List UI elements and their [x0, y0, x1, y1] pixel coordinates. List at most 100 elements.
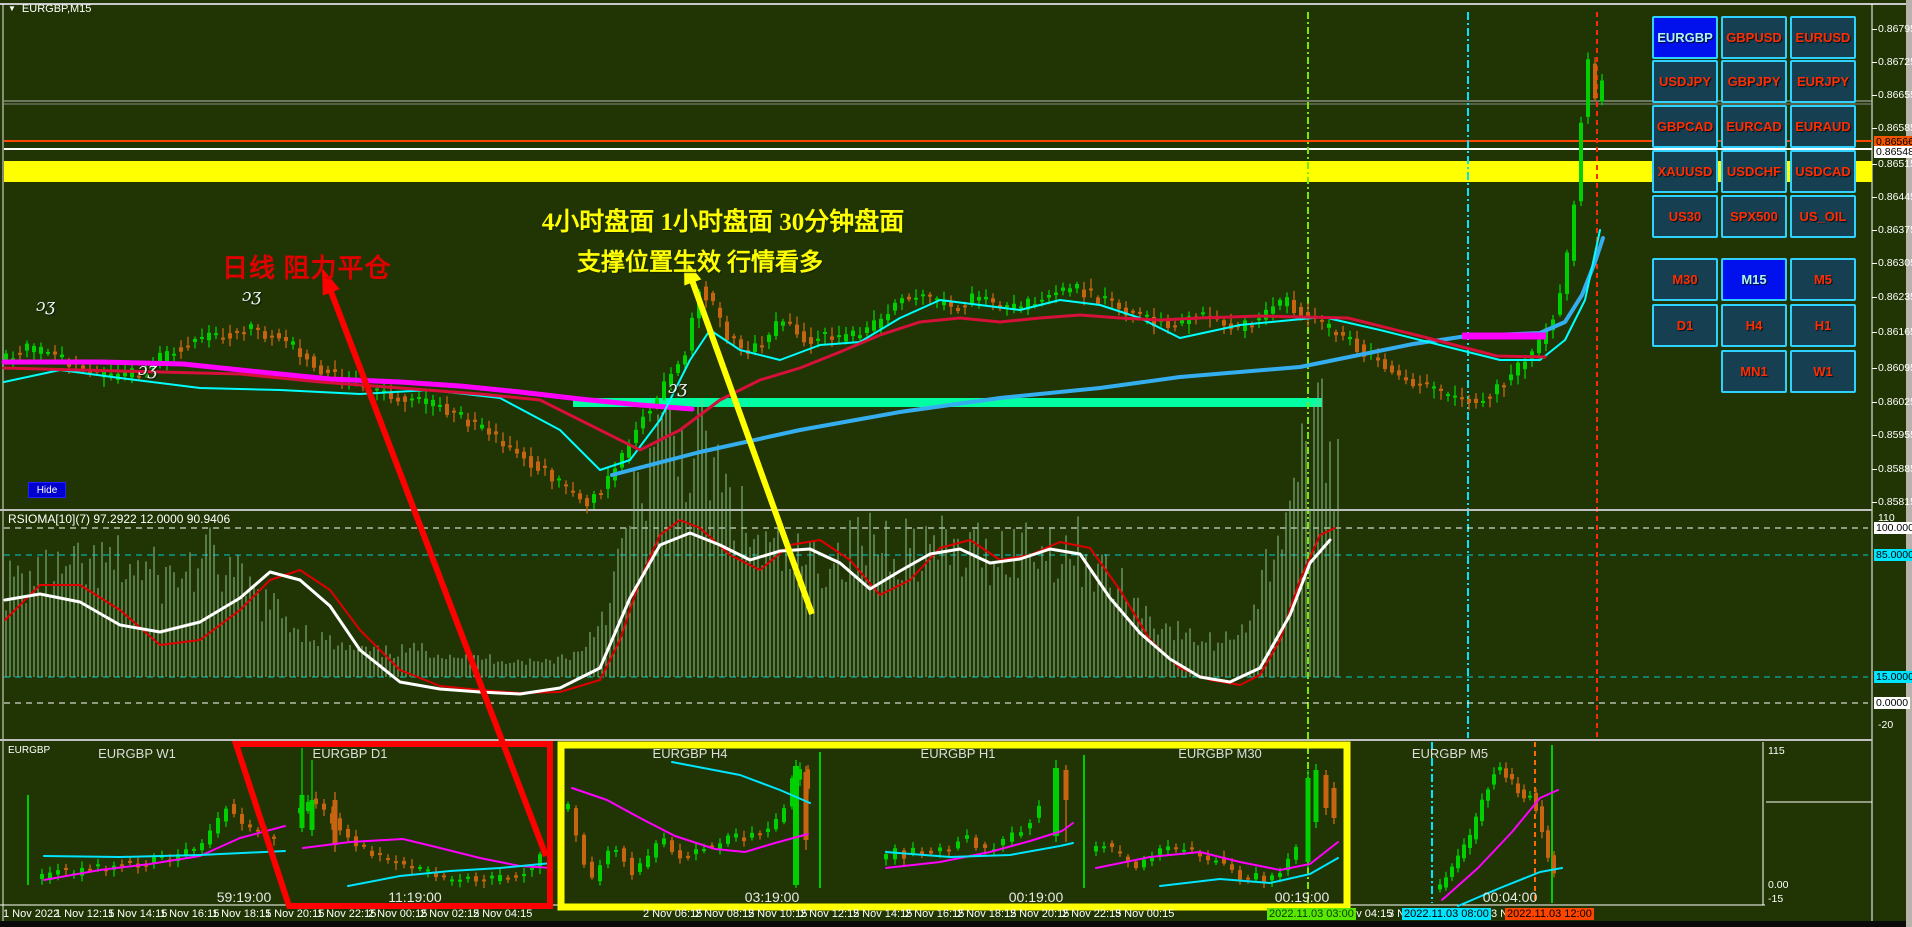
time-axis-label: 1 Nov 14:15 — [108, 908, 168, 920]
symbol-button-eurgbp[interactable]: EURGBP — [1652, 16, 1718, 59]
symbol-button-eurcad[interactable]: EURCAD — [1721, 105, 1787, 148]
rsioma-level-label: -20 — [1878, 719, 1894, 731]
price-label: 0.86585 — [1878, 122, 1912, 134]
chart-title: ▼ EURGBP,M15 — [8, 3, 91, 15]
price-tick — [1872, 297, 1877, 298]
price-tick — [1872, 263, 1877, 264]
mini-chart-time: 00:19:00 — [1274, 889, 1330, 905]
time-axis-highlight: 2022.11.03 03:00 — [1267, 908, 1356, 920]
price-tick — [1872, 368, 1877, 369]
chevron-down-icon[interactable]: ▼ — [8, 4, 16, 13]
price-tick — [1872, 128, 1877, 129]
time-axis-label: 1 Nov 16:15 — [160, 908, 220, 920]
rsioma-level-label: 0.0000 — [1874, 697, 1911, 709]
price-label: 0.85885 — [1878, 463, 1912, 475]
symbol-button-eurjpy[interactable]: EURJPY — [1790, 60, 1856, 103]
watermark-glyph: ɔʒ — [36, 296, 56, 316]
price-label-ask: 0.86548 — [1874, 146, 1912, 158]
price-tick — [1872, 332, 1877, 333]
timeframe-button-m30[interactable]: M30 — [1652, 258, 1718, 301]
timeframe-button-d1[interactable]: D1 — [1652, 304, 1718, 347]
price-tick — [1872, 95, 1877, 96]
mini-scale-label: 115 — [1768, 745, 1785, 757]
symbol-button-usdchf[interactable]: USDCHF — [1721, 150, 1787, 193]
price-label: 0.85955 — [1878, 429, 1912, 441]
timeframe-button-m15[interactable]: M15 — [1721, 258, 1787, 301]
mini-chart-label-h1[interactable]: EURGBP H1 — [920, 746, 996, 761]
hide-button[interactable]: Hide — [28, 482, 66, 498]
price-label: 0.86375 — [1878, 224, 1912, 236]
timeframe-button-h4[interactable]: H4 — [1721, 304, 1787, 347]
rsioma-level-label: 15.0000 — [1874, 671, 1912, 683]
symbol-button-xauusd[interactable]: XAUUSD — [1652, 150, 1718, 193]
annotation-daily-resistance: 日线 阻力平仓 — [222, 254, 392, 283]
price-tick — [1872, 164, 1877, 165]
time-axis-label: 2 Nov 02:15 — [420, 908, 480, 920]
price-label: 0.86165 — [1878, 326, 1912, 338]
price-tick — [1872, 469, 1877, 470]
mini-panel-symbol-label: EURGBP — [8, 745, 51, 756]
timeframe-button-h1[interactable]: H1 — [1790, 304, 1856, 347]
mini-chart-label-m30[interactable]: EURGBP M30 — [1178, 746, 1262, 761]
symbol-button-euraud[interactable]: EURAUD — [1790, 105, 1856, 148]
timeframe-button-mn1[interactable]: MN1 — [1721, 350, 1787, 393]
mini-scale-label: 0.00 — [1768, 879, 1789, 891]
symbol-button-us_oil[interactable]: US_OIL — [1790, 195, 1856, 238]
price-label: 0.86095 — [1878, 362, 1912, 374]
time-axis-highlight: 2022.11.03 08:00 — [1402, 908, 1491, 920]
annotation-timeframes: 4小时盘面 1小时盘面 30分钟盘面 — [541, 209, 905, 236]
annotation-support-bullish: 支撑位置生效 行情看多 — [577, 250, 823, 276]
time-axis-label: 2 Nov 14:15 — [853, 908, 913, 920]
mini-chart-label-m5[interactable]: EURGBP M5 — [1411, 746, 1489, 761]
price-tick — [1872, 435, 1877, 436]
watermark-glyph: ɔʒ — [138, 360, 158, 380]
price-label: 0.86025 — [1878, 396, 1912, 408]
timeframe-button-w1[interactable]: W1 — [1790, 350, 1856, 393]
time-axis-label: 1 Nov 2022 — [3, 908, 60, 920]
price-label: 0.86235 — [1878, 291, 1912, 303]
watermark-glyph: ɔʒ — [668, 378, 688, 398]
time-axis-label: 2 Nov 18:15 — [957, 908, 1017, 920]
mini-chart-time: 59:19:00 — [216, 889, 272, 905]
time-axis-label: 2 Nov 10:15 — [748, 908, 808, 920]
time-axis-highlight: 2022.11.03 12:00 — [1505, 908, 1594, 920]
mini-chart-label-d1[interactable]: EURGBP D1 — [312, 746, 388, 761]
time-axis-label: 2 Nov 06:15 — [643, 908, 703, 920]
mini-chart-label-h4[interactable]: EURGBP H4 — [652, 746, 728, 761]
time-axis-label: 2 Nov 12:15 — [800, 908, 860, 920]
watermark-glyph: ɔʒ — [242, 286, 262, 306]
rsioma-level-label: 85.0000 — [1874, 549, 1912, 561]
time-axis-label: 3 N — [1388, 908, 1406, 920]
timeframe-button-m5[interactable]: M5 — [1790, 258, 1856, 301]
price-label: 0.86515 — [1878, 158, 1912, 170]
symbol-button-gbpusd[interactable]: GBPUSD — [1721, 16, 1787, 59]
price-label: 0.86655 — [1878, 89, 1912, 101]
time-axis-label: 1 Nov 18:15 — [212, 908, 272, 920]
time-axis-label: 2 Nov 16:15 — [905, 908, 965, 920]
price-label: 0.86305 — [1878, 257, 1912, 269]
symbol-button-us30[interactable]: US30 — [1652, 195, 1718, 238]
mini-chart-time: 03:19:00 — [744, 889, 800, 905]
symbol-button-gbpjpy[interactable]: GBPJPY — [1721, 60, 1787, 103]
symbol-button-eurusd[interactable]: EURUSD — [1790, 16, 1856, 59]
rsioma-level-label: 100.0000 — [1874, 522, 1912, 534]
symbol-button-gbpcad[interactable]: GBPCAD — [1652, 105, 1718, 148]
mini-chart-time: 11:19:00 — [388, 889, 442, 905]
time-axis-label: 2 Nov 04:15 — [473, 908, 533, 920]
time-axis-label: 3 Nov 00:15 — [1115, 908, 1175, 920]
price-tick — [1872, 197, 1877, 198]
symbol-button-usdjpy[interactable]: USDJPY — [1652, 60, 1718, 103]
time-axis-label: 2 Nov 08:15 — [695, 908, 755, 920]
time-axis-label: 2 Nov 20:15 — [1010, 908, 1070, 920]
time-axis-label: 1 Nov 20:15 — [265, 908, 325, 920]
symbol-button-spx500[interactable]: SPX500 — [1721, 195, 1787, 238]
symbol-button-usdcad[interactable]: USDCAD — [1790, 150, 1856, 193]
price-label: 0.85815 — [1878, 496, 1912, 508]
mini-chart-label-w1[interactable]: EURGBP W1 — [98, 746, 176, 761]
price-tick — [1872, 230, 1877, 231]
price-label: 0.86445 — [1878, 191, 1912, 203]
price-tick — [1872, 62, 1877, 63]
price-label-bid: 0.86566 — [1874, 136, 1912, 148]
